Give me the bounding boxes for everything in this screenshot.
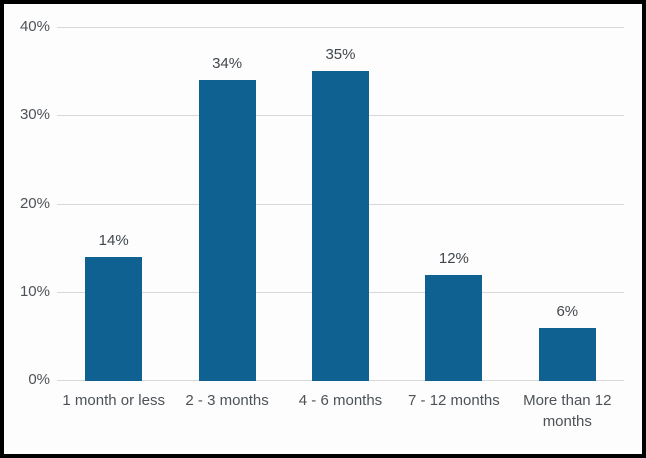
- chart-bar: [312, 71, 369, 381]
- y-axis-tick-label: 20%: [19, 194, 50, 212]
- bar-data-label: 34%: [212, 55, 243, 73]
- bar-data-label: 35%: [325, 46, 356, 64]
- x-axis-category-label: 2 - 3 months: [185, 392, 269, 409]
- x-axis-category-label: 4 - 6 months: [298, 392, 383, 409]
- bar-data-label: 12%: [438, 249, 469, 267]
- y-axis-tick-label: 40%: [19, 18, 50, 35]
- gridline: [57, 27, 624, 28]
- y-axis-tick-label: 0%: [28, 371, 50, 388]
- chart-bar: [85, 257, 143, 381]
- bar-data-label: 14%: [98, 232, 129, 250]
- chart-bar: [538, 327, 596, 381]
- plot-area: 14% 34% 35% 12% 6%: [57, 27, 624, 381]
- x-axis-category-label: 1 month or less: [62, 392, 165, 409]
- x-axis-category-label: 7 - 12 months: [408, 392, 500, 409]
- chart-bar: [198, 80, 256, 381]
- x-axis-category-label: More than 12 months: [523, 392, 612, 430]
- bar-data-label: 6%: [556, 302, 579, 320]
- y-axis-tick-label: 10%: [19, 282, 50, 300]
- chart-bar: [425, 274, 483, 381]
- y-axis-tick-label: 30%: [19, 106, 50, 124]
